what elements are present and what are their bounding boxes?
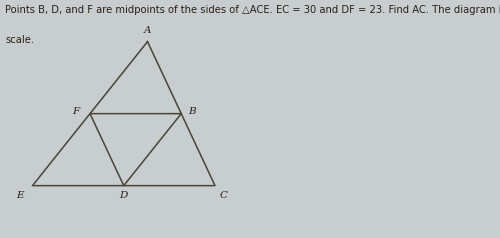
Text: Points B, D, and F are midpoints of the sides of △ACE. EC = 30 and DF = 23. Find: Points B, D, and F are midpoints of the … — [5, 5, 500, 15]
Text: A: A — [144, 26, 151, 35]
Text: B: B — [188, 107, 196, 116]
Text: D: D — [120, 191, 128, 200]
Text: F: F — [72, 107, 80, 116]
Text: scale.: scale. — [5, 35, 34, 45]
Text: C: C — [220, 191, 228, 200]
Text: E: E — [16, 191, 24, 200]
